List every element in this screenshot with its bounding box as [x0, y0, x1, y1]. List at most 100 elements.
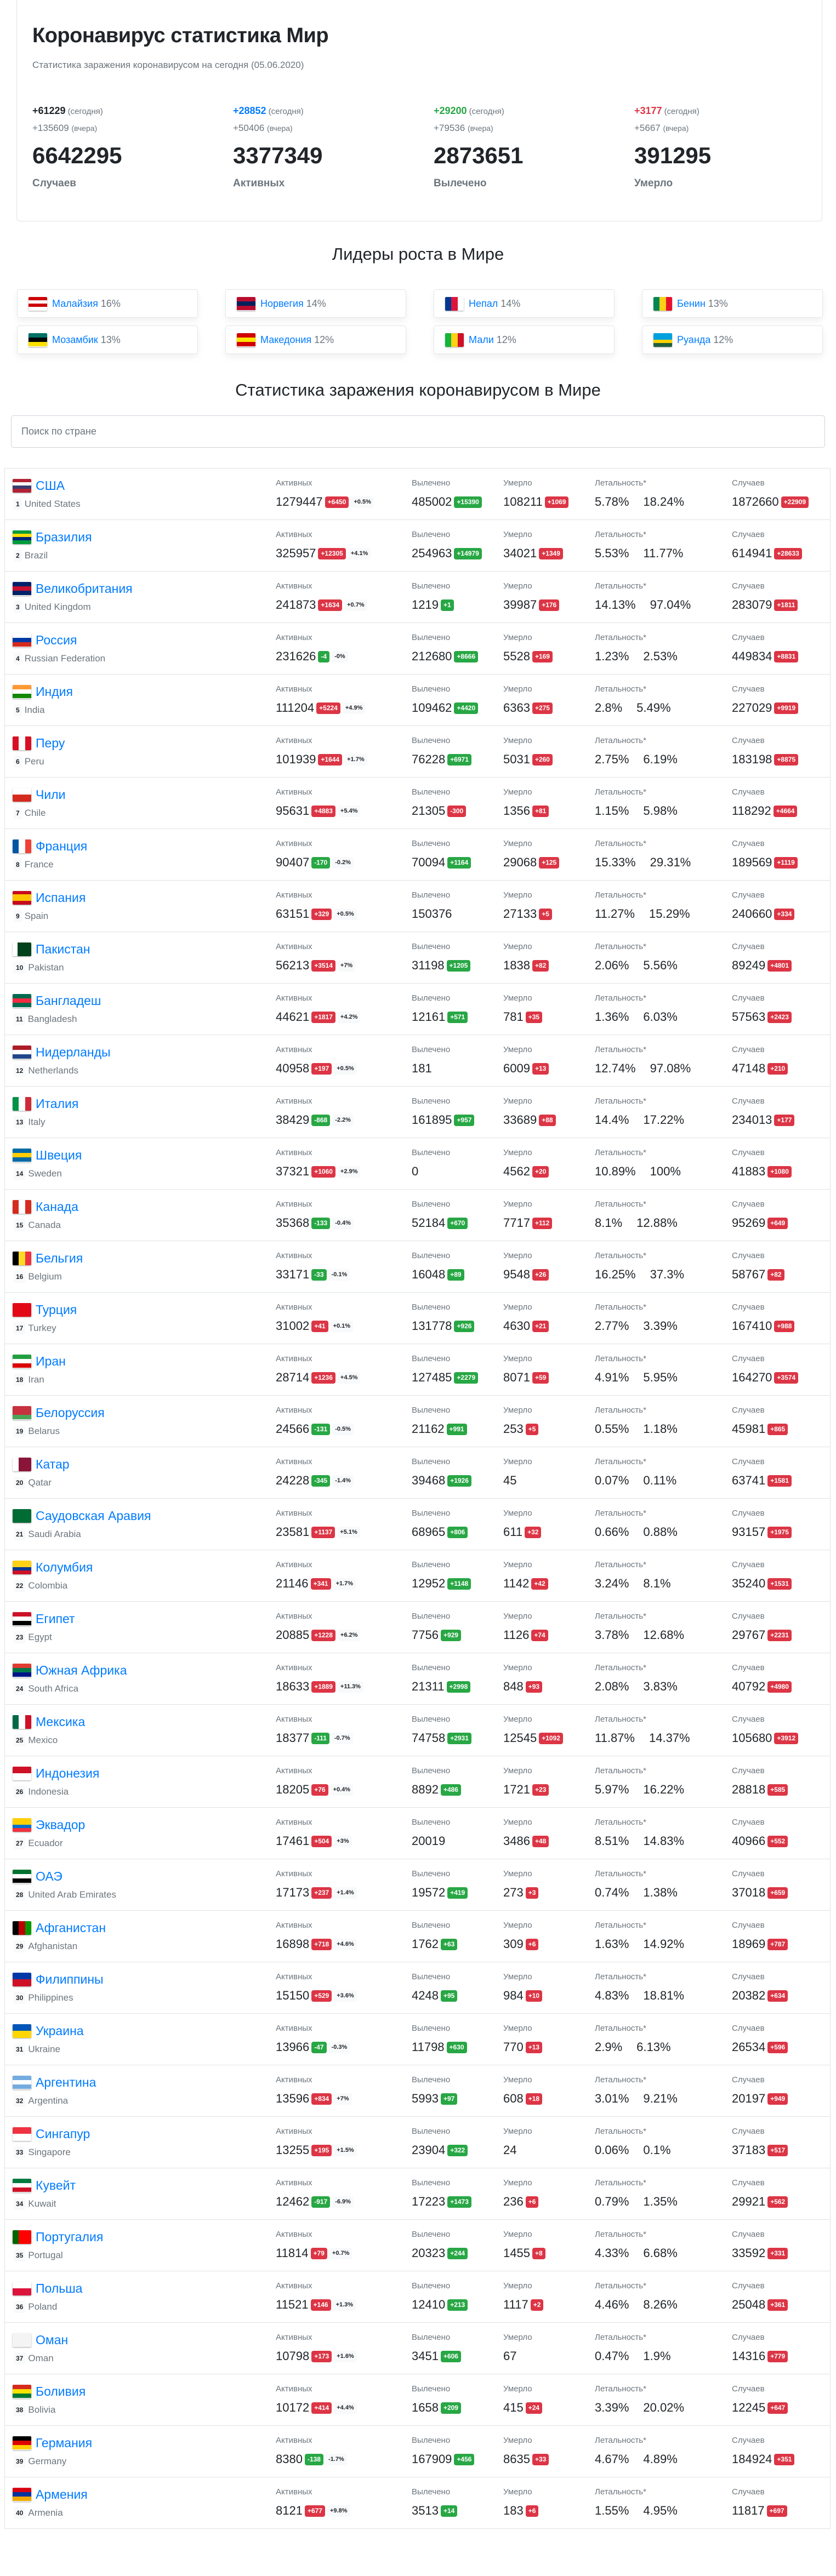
country-sub-line: 3 United Kingdom	[13, 601, 276, 613]
country-name-line: Филиппины	[13, 1971, 276, 1987]
country-english-name: Bolivia	[28, 2404, 56, 2415]
country-link[interactable]: Армения	[36, 2487, 88, 2501]
country-link[interactable]: ОАЭ	[36, 1869, 62, 1883]
active-value-line: 13596 +834 +7%	[276, 2092, 412, 2106]
flag-stripe	[13, 684, 31, 689]
leader-name[interactable]: Непал	[469, 298, 498, 309]
flag-stripe	[13, 2187, 31, 2192]
country-link[interactable]: Италия	[36, 1096, 79, 1111]
table-row: Перу 6 Peru Активных 101939 +1644 +1.7% Вылечен…	[5, 726, 830, 778]
active-percent-badge: -1.4%	[332, 1475, 354, 1487]
active-value-line: 33171 -33 -0.1%	[276, 1267, 412, 1282]
country-link[interactable]: Египет	[36, 1611, 75, 1626]
cases-value-line: 37183 +517	[732, 2143, 830, 2157]
lethality-value-1: 5.78%	[595, 495, 629, 509]
country-link[interactable]: Канада	[36, 1199, 78, 1214]
country-link[interactable]: Мексика	[36, 1714, 86, 1729]
country-link[interactable]: Швеция	[36, 1147, 82, 1162]
country-link[interactable]: Иран	[36, 1353, 66, 1368]
country-link[interactable]: Катар	[36, 1457, 70, 1471]
lethality-value-2: 18.81%	[643, 1989, 685, 2002]
country-link[interactable]: Турция	[36, 1302, 77, 1317]
country-link[interactable]: Индонезия	[36, 1766, 100, 1780]
flag-stripe	[13, 1766, 31, 1773]
country-link[interactable]: Сингапур	[36, 2126, 90, 2141]
country-link[interactable]: Португалия	[36, 2229, 104, 2244]
active-percent-badge: +1.7%	[344, 753, 367, 766]
country-link[interactable]: Нидерланды	[36, 1044, 111, 1059]
deaths-value: 1142	[503, 1577, 530, 1590]
country-link[interactable]: Саудовская Аравия	[36, 1508, 151, 1523]
leader-card[interactable]: Руанда 12%	[642, 325, 823, 354]
country-link[interactable]: Пакистан	[36, 941, 90, 956]
leader-name[interactable]: Малайзия	[52, 298, 98, 309]
leader-name[interactable]: Бенин	[677, 298, 706, 309]
country-link[interactable]: Россия	[36, 632, 77, 647]
active-percent-badge: +1.7%	[333, 1578, 356, 1590]
leader-card[interactable]: Малайзия 16%	[17, 289, 198, 318]
lethality-value-1: 4.83%	[595, 1989, 629, 2002]
country-link[interactable]: Южная Африка	[36, 1663, 127, 1677]
leader-card[interactable]: Македония 12%	[225, 325, 406, 354]
country-link[interactable]: Боливия	[36, 2384, 86, 2398]
country-link[interactable]: Франция	[36, 838, 88, 853]
country-cell: Чили 7 Chile	[13, 786, 276, 821]
country-link[interactable]: Польша	[36, 2281, 83, 2295]
country-link[interactable]: Колумбия	[36, 1560, 93, 1574]
recovered-delta-badge: +63	[440, 1938, 458, 1950]
deaths-delta-badge: +5	[539, 908, 552, 920]
deaths-label: Умерло	[503, 1096, 532, 1106]
country-link[interactable]: Филиппины	[36, 1972, 104, 1986]
leader-card[interactable]: Мозамбик 13%	[17, 325, 198, 354]
deaths-cell: Умерло 770 +13	[503, 2023, 595, 2057]
active-value: 11814	[276, 2246, 309, 2260]
cases-cell: Случаев 20197 +949	[732, 2074, 830, 2109]
leader-name[interactable]: Мали	[469, 334, 494, 345]
country-link[interactable]: Чили	[36, 787, 66, 802]
country-link[interactable]: Бельгия	[36, 1250, 83, 1265]
country-link[interactable]: Бразилия	[36, 529, 92, 544]
flag-stripe	[13, 1049, 31, 1055]
country-link[interactable]: Германия	[36, 2435, 93, 2450]
deaths-label: Умерло	[503, 1818, 532, 1827]
leader-name[interactable]: Руанда	[677, 334, 711, 345]
rank-badge: 22	[14, 1580, 26, 1592]
table-row: Бразилия 2 Brazil Активных 325957 +12305 +4.1%…	[5, 520, 830, 572]
country-link[interactable]: Перу	[36, 735, 65, 750]
leaders-title: Лидеры роста в Мире	[332, 244, 504, 264]
country-link[interactable]: Бангладеш	[36, 993, 101, 1008]
country-link[interactable]: Эквадор	[36, 1817, 86, 1832]
country-search-input[interactable]	[11, 415, 825, 448]
country-link[interactable]: Испания	[36, 890, 86, 905]
leader-card[interactable]: Бенин 13%	[642, 289, 823, 318]
leader-name[interactable]: Македония	[260, 334, 312, 345]
lethality-value-1: 1.15%	[595, 804, 629, 818]
lethality-cell: Летальность* 0.07% 0.11%	[595, 1456, 732, 1490]
lethality-value-1: 10.89%	[595, 1164, 636, 1178]
country-link[interactable]: Великобритания	[36, 581, 133, 596]
table-row: Эквадор 27 Ecuador Активных 17461 +504 +3% Выле…	[5, 1808, 830, 1859]
country-link[interactable]: Украина	[36, 2023, 84, 2038]
leader-name[interactable]: Норвегия	[260, 298, 304, 309]
leader-card[interactable]: Непал 14%	[434, 289, 615, 318]
lethality-cell: Летальность* 1.15% 5.98%	[595, 786, 732, 821]
country-link[interactable]: Индия	[36, 684, 73, 699]
lethality-value-1: 15.33%	[595, 855, 636, 869]
country-link[interactable]: Оман	[36, 2332, 69, 2347]
leader-name[interactable]: Мозамбик	[52, 334, 98, 345]
country-link[interactable]: Аргентина	[36, 2075, 96, 2089]
flag-stripe	[13, 1570, 31, 1574]
deaths-cell: Умерло 6363 +275	[503, 683, 595, 718]
cases-value: 167410	[732, 1319, 772, 1333]
leader-card[interactable]: Мали 12%	[434, 325, 615, 354]
country-link[interactable]: Белоруссия	[36, 1405, 105, 1420]
deaths-label: Умерло	[503, 1560, 532, 1569]
active-value: 241873	[276, 598, 316, 612]
country-link[interactable]: Кувейт	[36, 2178, 76, 2192]
leader-card[interactable]: Норвегия 14%	[225, 289, 406, 318]
active-label: Активных	[276, 581, 312, 591]
country-link[interactable]: США	[36, 478, 65, 493]
country-link[interactable]: Афганистан	[36, 1920, 106, 1935]
stat-today-suffix: (сегодня)	[268, 107, 304, 116]
cases-value: 449834	[732, 649, 772, 663]
